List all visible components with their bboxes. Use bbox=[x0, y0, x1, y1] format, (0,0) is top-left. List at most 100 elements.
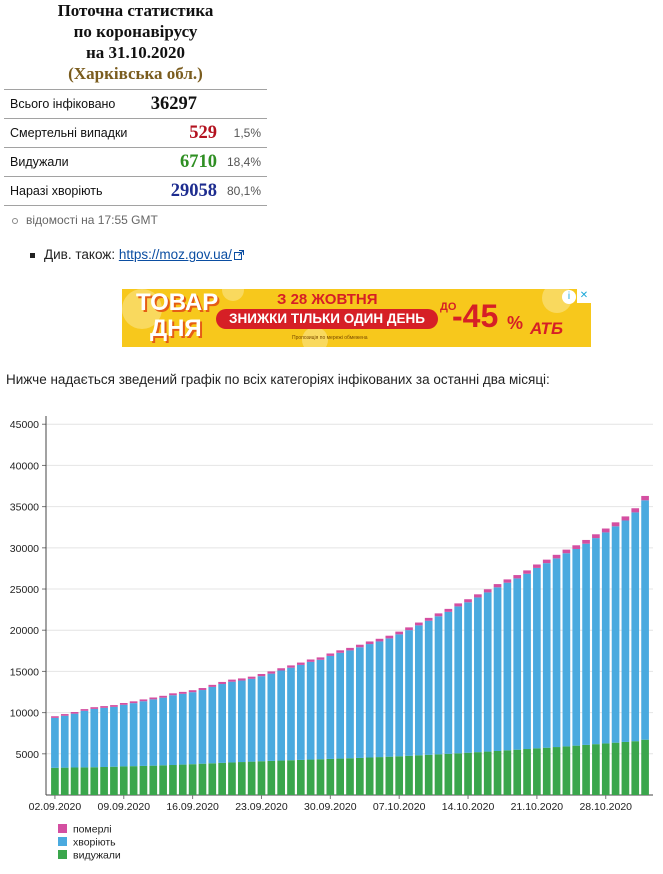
bar-segment-померлі bbox=[415, 622, 423, 626]
bar-segment-хворіють bbox=[464, 602, 472, 753]
y-tick-label: 40000 bbox=[10, 460, 39, 472]
bar-segment-хворіють bbox=[228, 681, 236, 763]
legend-swatch bbox=[58, 850, 67, 859]
bar-segment-померлі bbox=[483, 589, 492, 593]
stats-row-deaths: Смертельні випадки 529 1,5% bbox=[4, 118, 267, 148]
bar-segment-хворіють bbox=[552, 558, 561, 748]
bar-segment-видужали bbox=[444, 753, 453, 795]
bar-segment-видужали bbox=[336, 758, 344, 795]
bar-segment-видужали bbox=[434, 754, 443, 795]
close-icon[interactable]: ✕ bbox=[577, 289, 591, 303]
bar-segment-померлі bbox=[257, 673, 266, 677]
update-note-text: відомості на 17:55 GMT bbox=[26, 213, 158, 227]
bar-segment-померлі bbox=[405, 627, 413, 631]
stats-pct: 1,5% bbox=[233, 126, 261, 140]
bar-segment-померлі bbox=[395, 631, 404, 635]
chart-container: 5000 10000 15000 20000 25000 30000 35000 40000 4… bbox=[0, 412, 663, 874]
bar-segment-хворіють bbox=[621, 520, 630, 742]
stats-pct bbox=[221, 90, 267, 119]
bar-segment-померлі bbox=[641, 495, 649, 501]
bar-segment-хворіють bbox=[572, 548, 581, 746]
ad-banner[interactable]: ТОВАР ДНЯ З 28 ЖОВТНЯ ЗНИЖКИ ТІЛЬКИ ОДИН… bbox=[122, 289, 591, 347]
bar-segment-хворіють bbox=[592, 538, 600, 745]
bar-segment-хворіють bbox=[641, 500, 649, 740]
update-note: відомості на 17:55 GMT bbox=[12, 213, 158, 227]
bar-segment-померлі bbox=[562, 549, 571, 554]
bar-segment-померлі bbox=[601, 528, 610, 533]
moz-link[interactable]: https://moz.gov.ua/ bbox=[118, 247, 232, 262]
y-tick-label: 5000 bbox=[16, 749, 40, 761]
ad-brand-logo: АТБ bbox=[530, 319, 563, 338]
stats-row-total: Всього інфіковано 36297 bbox=[4, 89, 267, 119]
bar-segment-хворіють bbox=[51, 717, 59, 768]
bar-segment-померлі bbox=[228, 679, 236, 682]
bar-segment-видужали bbox=[365, 757, 374, 795]
bar-segment-хворіють bbox=[188, 692, 197, 765]
bar-segment-померлі bbox=[129, 701, 138, 704]
bar-segment-видужали bbox=[51, 767, 59, 795]
ad-up-to: ДО bbox=[440, 301, 457, 313]
bar-segment-видужали bbox=[70, 767, 79, 795]
bar-segment-видужали bbox=[395, 756, 404, 795]
stats-title-line: по коронавірусу bbox=[73, 22, 198, 41]
bar-segment-померлі bbox=[631, 508, 640, 513]
bar-segment-хворіють bbox=[90, 708, 99, 768]
bar-segment-померлі bbox=[582, 539, 590, 544]
bar-segment-померлі bbox=[385, 635, 394, 639]
x-tick-label: 02.09.2020 bbox=[29, 801, 82, 813]
bar-segment-видужали bbox=[493, 751, 502, 795]
y-tick-label: 30000 bbox=[10, 543, 39, 555]
bar-segment-хворіють bbox=[493, 587, 502, 752]
bar-segment-померлі bbox=[493, 584, 502, 588]
intro-text: Нижче надається зведений графік по всіх … bbox=[6, 372, 550, 387]
bar-segment-видужали bbox=[572, 745, 581, 795]
bar-segment-померлі bbox=[454, 603, 463, 607]
bar-segment-хворіють bbox=[424, 620, 433, 755]
bar-segment-видужали bbox=[119, 766, 128, 795]
y-tick-label: 25000 bbox=[10, 584, 39, 596]
bar-segment-видужали bbox=[523, 749, 531, 795]
bar-segment-видужали bbox=[208, 763, 217, 795]
bar-segment-хворіють bbox=[149, 699, 158, 766]
bar-segment-померлі bbox=[356, 644, 364, 648]
bar-segment-видужали bbox=[552, 747, 561, 795]
bar-segment-померлі bbox=[326, 653, 335, 656]
bar-segment-померлі bbox=[542, 559, 551, 564]
bar-segment-померлі bbox=[523, 570, 531, 574]
bar-segment-померлі bbox=[375, 638, 384, 642]
bar-segment-хворіють bbox=[365, 644, 374, 758]
bar-segment-хворіють bbox=[336, 652, 344, 759]
bar-segment-видужали bbox=[228, 762, 236, 795]
info-icon[interactable]: i bbox=[562, 290, 576, 304]
bar-segment-хворіють bbox=[356, 647, 364, 758]
bar-segment-хворіють bbox=[110, 706, 118, 767]
bar-segment-померлі bbox=[100, 706, 108, 708]
bar-segment-померлі bbox=[316, 657, 325, 660]
stacked-bar-chart: 5000 10000 15000 20000 25000 30000 35000 40000 4… bbox=[10, 416, 653, 862]
legend-swatch bbox=[58, 824, 67, 833]
bar-segment-хворіють bbox=[119, 704, 128, 767]
bar-segment-видужали bbox=[326, 758, 335, 795]
bar-segment-видужали bbox=[346, 758, 354, 795]
see-also: Див. також: https://moz.gov.ua/ bbox=[30, 247, 244, 263]
bar-segment-видужали bbox=[415, 755, 423, 795]
bar-segment-хворіють bbox=[178, 693, 187, 765]
bar-segment-видужали bbox=[454, 753, 463, 795]
bar-segment-видужали bbox=[257, 761, 266, 795]
bar-segment-померлі bbox=[434, 613, 443, 617]
bar-segment-хворіють bbox=[611, 526, 620, 743]
bar-segment-видужали bbox=[296, 759, 305, 795]
bar-segment-хворіють bbox=[444, 611, 453, 754]
bar-segment-хворіють bbox=[198, 690, 207, 764]
bar-segment-хворіють bbox=[218, 684, 226, 763]
bar-segment-видужали bbox=[80, 767, 89, 795]
bar-segment-померлі bbox=[70, 711, 79, 714]
bar-segment-померлі bbox=[60, 714, 69, 716]
stats-label: Смертельні випадки bbox=[10, 126, 128, 140]
stats-value: 529 bbox=[189, 122, 217, 143]
bar-segment-хворіють bbox=[80, 710, 89, 768]
bar-segment-видужали bbox=[159, 765, 167, 795]
bar-segment-видужали bbox=[306, 759, 315, 795]
stats-value: 6710 bbox=[179, 151, 217, 172]
bar-segment-видужали bbox=[562, 746, 571, 795]
